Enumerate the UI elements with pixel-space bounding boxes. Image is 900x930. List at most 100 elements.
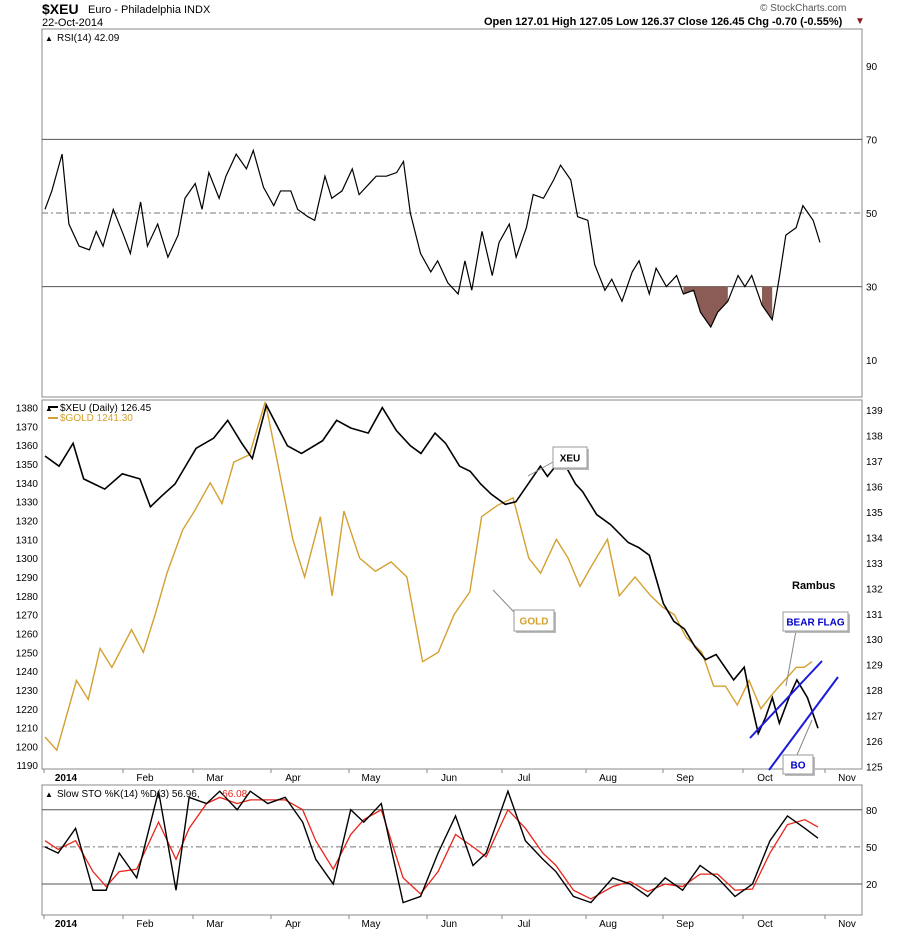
rsi-ytick-label: 50 [866,209,878,220]
rsi-ytick-label: 10 [866,356,878,367]
price-ytick-label: 127 [866,712,883,723]
x-tick-label: Aug [599,919,617,930]
x-tick-label: Nov [838,773,856,784]
x-tick-label: May [362,773,381,784]
gold-ytick-label: 1250 [16,648,39,659]
x-tick-label: Jun [441,919,457,930]
x-tick-label: Jul [518,919,531,930]
bo-callout-label: BO [791,761,806,772]
gold-ytick-label: 1190 [16,761,38,772]
sto-ytick-label: 80 [866,806,878,817]
x-tick-label: 2014 [55,773,78,784]
rsi-oversold-fill [761,286,773,320]
bear-flag-callout-box [782,611,849,632]
gold-ytick-label: 1330 [16,498,39,509]
rsi-ytick-label: 30 [866,283,878,294]
chg-down-icon: ▼ [855,16,865,27]
x-tick-label: Oct [757,919,773,930]
x-tick-label: Apr [285,919,301,930]
panel-marker-icon: ▲ [45,790,53,799]
price-ytick-label: 136 [866,483,883,494]
price-ytick-label: 130 [866,635,883,646]
x-tick-label: Jul [518,773,531,784]
panel-frame-1 [41,399,863,770]
x-tick-label: Nov [838,919,856,930]
price-ytick-label: 126 [866,737,883,748]
bear-flag-upper-line [749,660,823,739]
price-ytick-label: 137 [866,457,883,468]
gold-callout-box [513,609,555,632]
gold-ytick-label: 1300 [16,554,39,565]
x-tick-label: Sep [676,919,694,930]
gold-ytick-label: 1310 [16,535,39,546]
price-ytick-label: 138 [866,432,883,443]
x-tick-label: Jun [441,773,457,784]
panel-marker-icon: ▲ [45,34,53,43]
sto-title: Slow STO %K(14) %D(3) 56.96, [57,789,200,800]
price-ytick-label: 128 [866,686,883,697]
rsi-title: RSI(14) 42.09 [57,33,120,44]
gold-ytick-label: 1210 [16,724,39,735]
xeu-callout-pointer [527,461,554,477]
sto-title-d-value: 66.08 [222,789,247,800]
price-ytick-label: 133 [866,559,883,570]
price-ytick-label: 125 [866,762,883,773]
x-tick-label: Aug [599,773,617,784]
x-tick-label: May [362,919,381,930]
gold-ytick-label: 1270 [16,611,39,622]
gold-ytick-label: 1280 [16,592,39,603]
gold-ytick-label: 1360 [16,441,39,452]
panel-frame-2 [41,784,863,916]
gold-ytick-label: 1240 [16,667,39,678]
chart-description: Euro - Philadelphia INDX [88,4,211,16]
price-ytick-label: 132 [866,584,883,595]
stockcharts-logo[interactable]: © StockCharts.com [760,3,847,14]
x-tick-label: Mar [206,773,224,784]
gold-ytick-label: 1340 [16,479,39,490]
ohlc-summary: Open 127.01 High 127.05 Low 126.37 Close… [484,16,843,28]
bo-callout-pointer [796,719,813,756]
x-tick-label: Sep [676,773,694,784]
x-tick-label: 2014 [55,919,78,930]
panel-marker-icon: ▲ [45,404,53,413]
rsi-ytick-label: 90 [866,62,878,73]
price-ytick-label: 135 [866,508,883,519]
gold-ytick-label: 1320 [16,516,39,527]
x-tick-label: Mar [206,919,224,930]
price-ytick-label: 139 [866,406,883,417]
rsi-oversold-fill [683,286,728,328]
price-ytick-label: 131 [866,610,883,621]
x-tick-label: Feb [136,919,154,930]
bear-flag-callout-label: BEAR FLAG [786,618,845,629]
x-tick-label: Apr [285,773,301,784]
bear-flag-lower-line [768,676,839,771]
sto-ytick-label: 20 [866,880,878,891]
price-ytick-label: 129 [866,661,883,672]
legend-gold: $GOLD 1241.30 [60,413,133,424]
gold-ytick-label: 1260 [16,629,39,640]
gold-line [44,401,813,752]
xeu-callout-box [552,446,588,469]
gold-ytick-label: 1200 [16,742,39,753]
gold-ytick-label: 1380 [16,404,39,415]
xeu-callout-label: XEU [560,454,581,465]
price-ytick-label: 134 [866,533,883,544]
bear-flag-callout-pointer [785,630,797,687]
bo-callout-box [782,754,814,775]
gold-ytick-label: 1370 [16,422,39,433]
gold-ytick-label: 1230 [16,686,39,697]
gold-ytick-label: 1350 [16,460,39,471]
gold-ytick-label: 1220 [16,705,39,716]
chart-date: 22-Oct-2014 [42,17,104,29]
gold-callout-pointer [492,589,515,613]
legend-xeu: $XEU (Daily) 126.45 [60,403,152,414]
rambus-note: Rambus [792,580,835,592]
xeu-line [44,402,819,736]
sto-k-line [44,789,819,904]
x-tick-label: Feb [136,773,154,784]
chart-symbol: $XEU [42,1,79,17]
x-tick-label: Oct [757,773,773,784]
rsi-ytick-label: 70 [866,135,878,146]
rsi-line [44,148,821,329]
